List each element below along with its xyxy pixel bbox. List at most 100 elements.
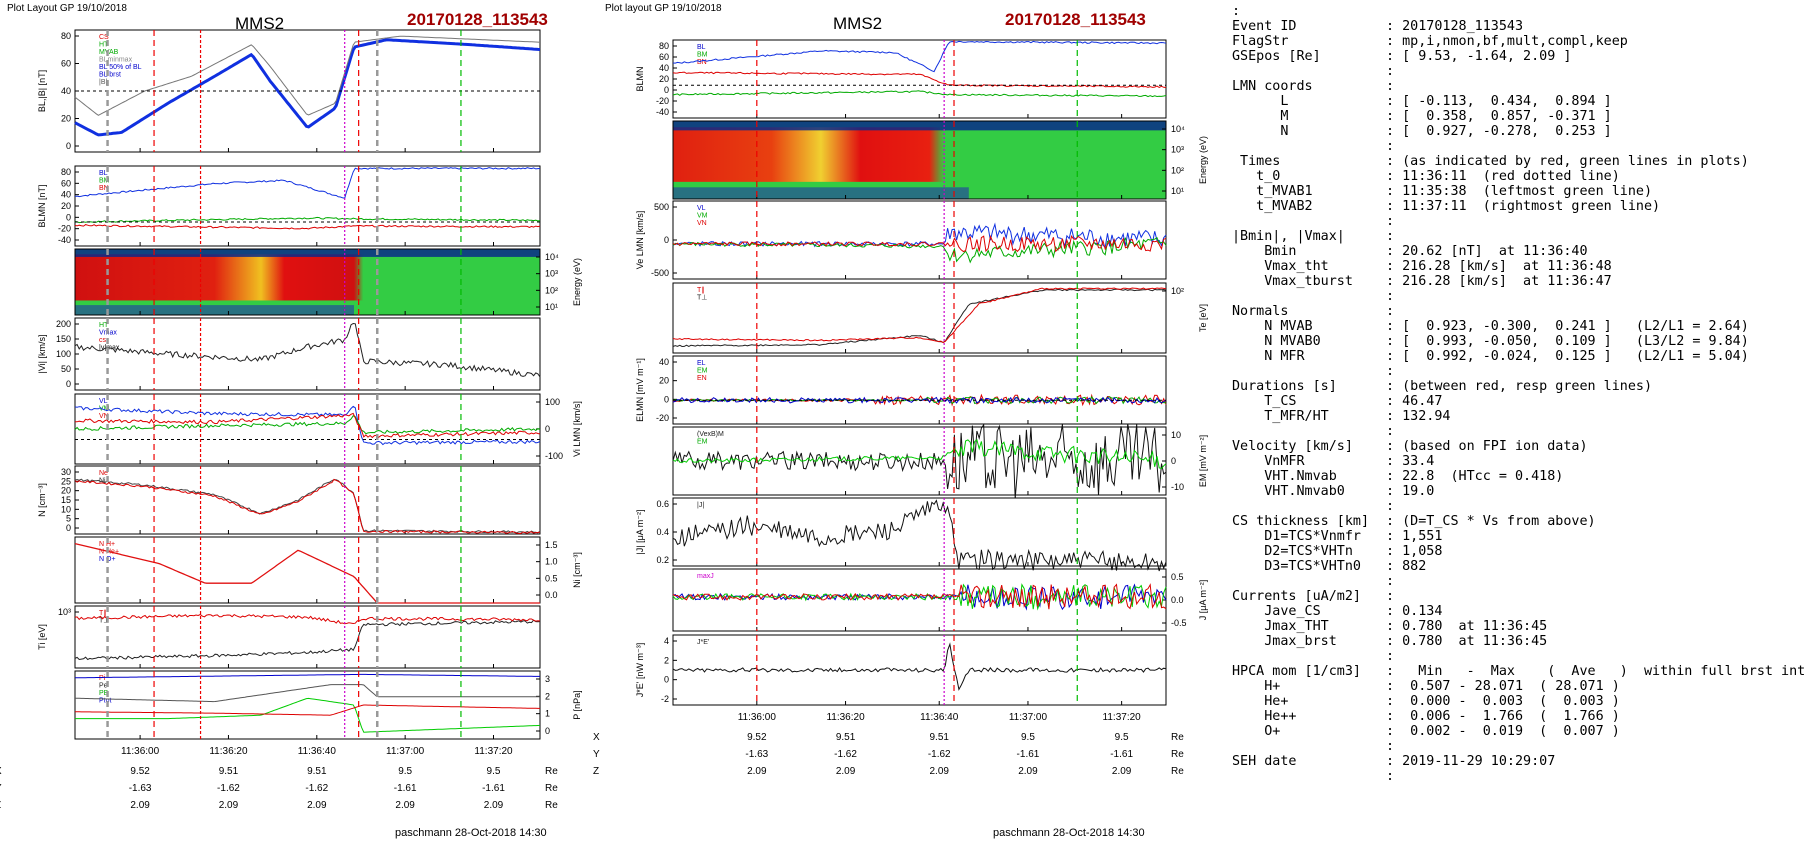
info-row: VnMFR: 33.4 (1232, 454, 1804, 469)
legend-entry: |J| (697, 502, 704, 509)
info-value: : Min - Max ( Ave ) within full brst int (1386, 664, 1804, 679)
info-key: T_CS (1232, 394, 1297, 409)
info-row: : (1232, 64, 1804, 79)
legend-entry: Pe (99, 683, 108, 690)
right-tick-label: 0.5 (545, 573, 558, 583)
time-tick-label: 11:37:00 (386, 746, 425, 757)
legend-entry: N H+ (99, 541, 115, 548)
time-tick-label: 11:37:20 (1103, 712, 1142, 723)
panel-frame (672, 634, 1167, 706)
info-value: : 1,058 (1386, 544, 1443, 559)
info-row: Vmax_tburst: 216.28 [km/s] at 11:36:47 (1232, 274, 1804, 289)
y-tick-label: 40 (61, 190, 71, 200)
y-tick-label: -2 (661, 694, 669, 704)
info-row: Bmin: 20.62 [nT] at 11:36:40 (1232, 244, 1804, 259)
info-value: : (as indicated by red, green lines in p… (1386, 154, 1749, 169)
position-value: -1.61 (1110, 749, 1133, 760)
info-key: Velocity [km/s] (1232, 439, 1353, 454)
info-key: t_0 (1232, 169, 1281, 184)
y-tick-label: 0 (66, 212, 71, 222)
panel-frame (672, 120, 1167, 200)
data-series-line (74, 35, 541, 116)
left-panel-3: 10⁴ 10³ 10² 10¹ Energy (eV) (74, 248, 582, 316)
y-axis-label: Te [eV] (1198, 304, 1208, 332)
position-value: 2.09 (747, 766, 767, 777)
y-tick-label: -20 (656, 413, 669, 423)
y-axis-label: BL,|B| [nT] (37, 70, 47, 112)
y-axis-label: Energy (eV) (572, 258, 582, 306)
time-tick-label: 11:36:40 (298, 746, 337, 757)
legend-entry: MVAB (99, 49, 119, 56)
position-value: 2.09 (1112, 766, 1132, 777)
info-value: : (1386, 64, 1395, 79)
info-key: He++ (1232, 709, 1297, 724)
info-row: H+: 0.507 - 28.071 ( 28.071 ) (1232, 679, 1804, 694)
right-tick-label: 0 (1171, 456, 1176, 466)
info-row: N MVAB0: [ 0.993, -0.050, 0.109 ] (L3/L2… (1232, 334, 1804, 349)
y-tick-label: 60 (659, 52, 669, 62)
legend-entry: EL (697, 360, 706, 367)
panel-frame (74, 670, 541, 740)
info-key: GSEpos [Re] (1232, 49, 1321, 64)
time-tick-label: 11:36:20 (209, 746, 248, 757)
right-tick-label: 0 (545, 424, 550, 434)
y-tick-label: 10 (61, 504, 71, 514)
info-row: : (1232, 289, 1804, 304)
data-series-line (74, 613, 541, 625)
legend-entry: maxJ (697, 573, 714, 580)
info-key: Jmax_THT (1232, 619, 1329, 634)
legend-entry: VM (99, 406, 110, 413)
legend-entry: T∥ (99, 609, 107, 617)
info-value: : (based on FPI ion data) (1386, 439, 1588, 454)
info-value: : 2019-11-29 10:29:07 (1386, 754, 1556, 769)
data-series-line (75, 704, 540, 716)
info-key: O+ (1232, 724, 1281, 739)
position-value: 9.5 (398, 766, 412, 777)
info-row: Times: (as indicated by red, green lines… (1232, 154, 1804, 169)
position-value: 2.09 (307, 800, 327, 811)
position-value: 2.09 (219, 800, 239, 811)
info-row: He+: 0.000 - 0.003 ( 0.003 ) (1232, 694, 1804, 709)
event-info-table: : Event ID: 20170128_113543 FlagStr: mp,i,… (1232, 4, 1804, 784)
data-series-line (74, 684, 540, 703)
info-row: D1=TCS*Vnmfr: 1,551 (1232, 529, 1804, 544)
left-spacecraft-title: MMS2 (235, 14, 284, 33)
mid-column: Plot layout GP 19/10/2018 MMS2 20170128_11… (593, 3, 1208, 839)
left-event-title: 20170128_113543 (407, 10, 548, 29)
info-row: VHT.Nmvab0: 19.0 (1232, 484, 1804, 499)
left-column: Plot Layout GP 19/10/2018 MMS2 20170128_11… (0, 3, 582, 839)
info-row: : (1232, 649, 1804, 664)
info-row: t_MVAB1: 11:35:38 (leftmost green line) (1232, 184, 1804, 199)
y-tick-label: 0 (664, 675, 669, 685)
info-key: HPCA mom [1/cm3] (1232, 664, 1361, 679)
position-value: 9.51 (307, 766, 327, 777)
legend-entry: BL brst (99, 72, 121, 79)
info-row: HPCA mom [1/cm3] : Min - Max ( Ave ) with… (1232, 664, 1804, 679)
right-tick-label: 10⁴ (1171, 124, 1185, 134)
mid-panel-7: 0.6 0.4 0.2 |J| [μA m⁻²] |J| (635, 497, 1167, 572)
right-tick-label: -0.5 (1171, 618, 1187, 628)
info-key: LMN coords (1232, 79, 1313, 94)
legend-entry: BL 50% of BL (99, 64, 142, 71)
info-value: : 33.4 (1386, 454, 1435, 469)
info-value: : (D=T_CS * Vs from above) (1386, 514, 1596, 529)
info-value: : [ 0.992, -0.024, 0.125 ] (L2/L1 = 5.04… (1386, 349, 1749, 364)
info-key: M (1232, 109, 1289, 124)
info-key: VHT.Nmvab0 (1232, 484, 1345, 499)
y-axis-label: N [cm⁻³] (37, 483, 47, 517)
y-tick-label: 2 (664, 655, 669, 665)
info-row: GSEpos [Re]: [ 9.53, -1.64, 2.09 ] (1232, 49, 1804, 64)
position-value: 9.5 (487, 766, 501, 777)
info-key: : (1232, 4, 1241, 19)
info-value: : 216.28 [km/s] at 11:36:47 (1386, 274, 1612, 289)
legend-entry: BLminmax (99, 57, 133, 64)
position-value: 9.51 (219, 766, 239, 777)
legend-entry: HT (99, 42, 109, 49)
mid-plot-label: Plot layout GP 19/10/2018 (605, 3, 722, 14)
y-axis-label: Ni [cm⁻³] (572, 552, 582, 588)
mid-panel-2: 10⁴ 10³ 10² 10¹ Energy (eV) (672, 120, 1208, 200)
panel-frame (672, 355, 1167, 425)
info-key: FlagStr (1232, 34, 1289, 49)
